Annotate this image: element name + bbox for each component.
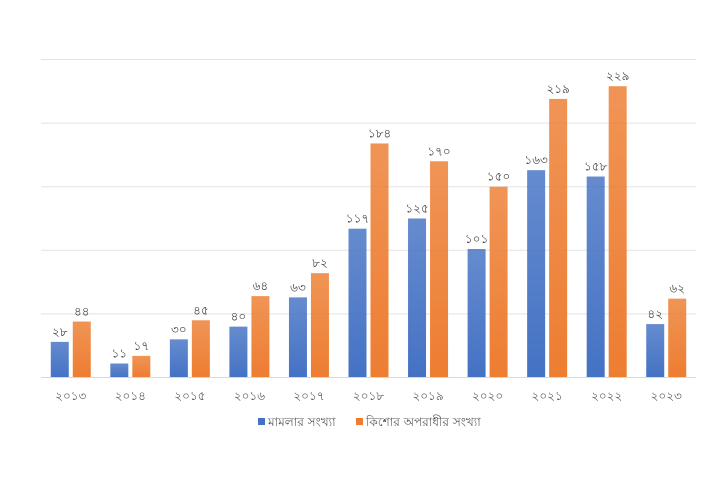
bar-cases-7 <box>467 249 486 378</box>
x-tick-label: ২০১৮ <box>353 389 384 403</box>
data-label-cases-1: ১১ <box>112 347 128 361</box>
bar-cases-10 <box>646 324 665 378</box>
bar-offenders-7 <box>489 186 508 378</box>
x-tick-label: ২০১৯ <box>412 389 443 403</box>
data-labels: ২৮ ৪৪ ১১ ১৭ ৩০ ৪৫ ৪০ ৬৪ ৬৩ ৮২ ১১৭ ১৮৪ ১২৫ ১৭০ ১০১ ১৫০ ১৬… <box>52 69 685 360</box>
legend-label-cases: মামলার সংখ্যা <box>267 415 336 429</box>
bar-cases-0 <box>50 341 69 378</box>
legend-swatch-cases <box>258 418 265 425</box>
x-tick-label: ২০২১ <box>532 389 563 403</box>
bar-offenders-9 <box>608 86 627 378</box>
bar-offenders-2 <box>191 320 210 378</box>
legend-label-offenders: কিশোর অপরাধীর সংখ্যা <box>365 415 481 429</box>
data-label-offenders-1: ১৭ <box>134 339 150 353</box>
x-tick-label: ২০১৬ <box>234 389 265 403</box>
bar-cases-5 <box>348 228 367 378</box>
data-label-offenders-5: ১৮৪ <box>368 126 391 140</box>
bar-cases-6 <box>408 218 427 378</box>
data-label-cases-2: ৩০ <box>171 322 187 336</box>
x-tick-label: ২০১৪ <box>115 389 146 403</box>
data-label-offenders-10: ৬২ <box>669 282 685 296</box>
bars <box>50 86 687 378</box>
x-tick-label: ২০২০ <box>472 389 503 403</box>
x-tick-label: ২০১৫ <box>174 389 205 403</box>
data-label-cases-3: ৪০ <box>231 310 247 324</box>
data-label-cases-5: ১১৭ <box>346 212 369 226</box>
bar-cases-1 <box>110 363 129 378</box>
data-label-cases-4: ৬৩ <box>290 280 306 294</box>
data-label-offenders-7: ১৫০ <box>487 170 510 184</box>
x-tick-label: ২০২৩ <box>651 389 682 403</box>
bar-offenders-1 <box>132 355 151 378</box>
x-tick-label: ২০১৩ <box>55 389 86 403</box>
data-label-offenders-8: ২১৯ <box>546 82 569 96</box>
bar-offenders-10 <box>668 298 687 378</box>
bar-offenders-8 <box>549 98 568 378</box>
x-tick-label: ২০২২ <box>591 389 622 403</box>
data-label-offenders-4: ৮২ <box>312 256 328 270</box>
data-label-cases-6: ১২৫ <box>405 202 428 216</box>
bar-cases-3 <box>229 326 248 378</box>
bar-cases-4 <box>288 297 307 378</box>
data-label-cases-10: ৪২ <box>647 307 663 321</box>
bar-offenders-6 <box>430 161 449 378</box>
legend-swatch-offenders <box>356 418 363 425</box>
bar-cases-2 <box>169 339 188 378</box>
bar-cases-8 <box>527 170 546 378</box>
bar-cases-9 <box>586 176 605 378</box>
data-label-offenders-6: ১৭০ <box>427 144 450 158</box>
bar-offenders-0 <box>72 321 91 378</box>
data-label-offenders-9: ২২৯ <box>606 69 629 83</box>
legend: মামলার সংখ্যা কিশোর অপরাধীর সংখ্যা <box>258 415 481 429</box>
bar-offenders-5 <box>370 143 389 378</box>
data-label-cases-7: ১০১ <box>465 232 488 246</box>
data-label-offenders-0: ৪৪ <box>74 305 90 319</box>
data-label-offenders-2: ৪৫ <box>193 303 209 317</box>
bar-offenders-4 <box>310 273 329 378</box>
data-label-cases-8: ১৬৩ <box>524 153 548 167</box>
bar-offenders-3 <box>251 296 270 378</box>
data-label-offenders-3: ৬৪ <box>253 279 269 293</box>
data-label-cases-9: ১৫৮ <box>584 160 608 174</box>
x-axis: ২০১৩ ২০১৪ ২০১৫ ২০১৬ ২০১৭ ২০১৮ ২০১৯ ২০২০ ২০২১ ২০২২… <box>41 377 696 403</box>
data-label-cases-0: ২৮ <box>52 325 68 339</box>
x-tick-label: ২০১৭ <box>293 389 324 403</box>
